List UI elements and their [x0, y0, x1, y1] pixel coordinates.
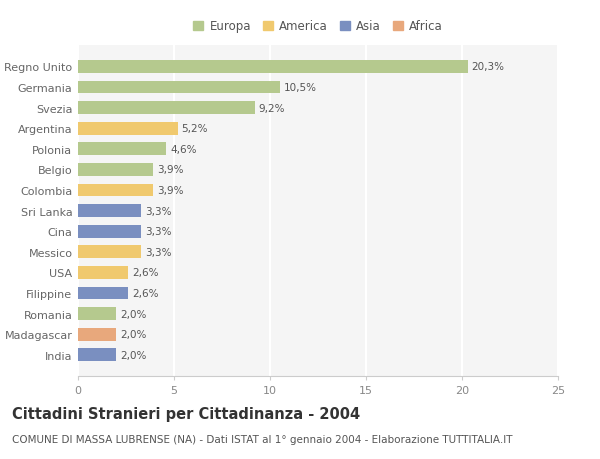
Text: 4,6%: 4,6% [170, 145, 197, 155]
Text: 3,9%: 3,9% [157, 185, 183, 196]
Bar [78, 123, 178, 135]
Text: 10,5%: 10,5% [283, 83, 316, 93]
Text: COMUNE DI MASSA LUBRENSE (NA) - Dati ISTAT al 1° gennaio 2004 - Elaborazione TUT: COMUNE DI MASSA LUBRENSE (NA) - Dati IST… [12, 434, 512, 444]
Text: 3,3%: 3,3% [145, 247, 172, 257]
Bar [78, 164, 153, 176]
Text: 3,3%: 3,3% [145, 206, 172, 216]
Text: 2,0%: 2,0% [120, 309, 146, 319]
Bar [78, 349, 116, 361]
Text: 3,3%: 3,3% [145, 227, 172, 237]
Text: 9,2%: 9,2% [259, 103, 285, 113]
Bar [78, 143, 166, 156]
Bar [78, 266, 128, 279]
Bar [78, 61, 468, 73]
Bar [78, 287, 128, 300]
Bar [78, 205, 142, 218]
Text: 2,6%: 2,6% [132, 268, 158, 278]
Text: 2,0%: 2,0% [120, 350, 146, 360]
Bar [78, 102, 254, 115]
Bar [78, 184, 153, 197]
Text: Cittadini Stranieri per Cittadinanza - 2004: Cittadini Stranieri per Cittadinanza - 2… [12, 406, 360, 421]
Bar [78, 81, 280, 94]
Bar [78, 225, 142, 238]
Text: 2,0%: 2,0% [120, 330, 146, 339]
Text: 2,6%: 2,6% [132, 288, 158, 298]
Text: 3,9%: 3,9% [157, 165, 183, 175]
Bar [78, 328, 116, 341]
Bar [78, 246, 142, 258]
Text: 20,3%: 20,3% [472, 62, 505, 72]
Bar [78, 308, 116, 320]
Legend: Europa, America, Asia, Africa: Europa, America, Asia, Africa [193, 21, 443, 34]
Text: 5,2%: 5,2% [182, 124, 208, 134]
